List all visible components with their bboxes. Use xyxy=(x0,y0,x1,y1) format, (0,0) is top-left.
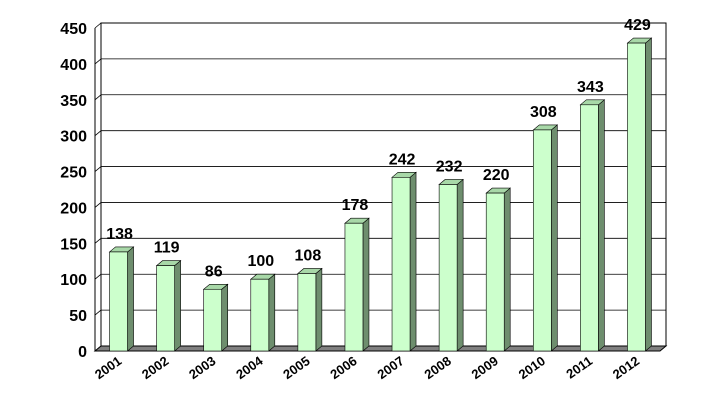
bar-side xyxy=(268,273,276,352)
y-tick-label: 400 xyxy=(60,57,87,74)
gridline-depth xyxy=(94,309,102,316)
bar-front xyxy=(627,42,646,352)
bar-front xyxy=(297,273,317,352)
x-tick-label: 2009 xyxy=(469,353,501,382)
y-tick-label: 0 xyxy=(78,344,87,361)
x-tick-label: 2010 xyxy=(516,353,548,382)
bar-side xyxy=(221,283,229,352)
bar-front xyxy=(580,104,599,352)
data-label: 242 xyxy=(389,151,416,168)
bars xyxy=(108,37,653,352)
bar-side xyxy=(550,124,558,352)
bar xyxy=(438,178,464,352)
gridlines xyxy=(93,22,668,352)
gridline-depth xyxy=(94,58,102,65)
y-tick-label: 200 xyxy=(60,200,87,217)
bar-side xyxy=(503,187,511,352)
data-label: 429 xyxy=(624,17,651,34)
bar-front xyxy=(203,288,223,352)
gridline-depth xyxy=(94,273,102,280)
data-labels: 138 119 86 100 108 178 242 232 220 308 343 429 xyxy=(106,17,651,280)
gridline-depth xyxy=(94,22,102,29)
gridline-depth xyxy=(94,130,102,136)
y-axis: 0 50 100 150 200 250 300 350 400 450 xyxy=(60,21,96,361)
gridline-depth xyxy=(94,202,102,208)
data-label: 86 xyxy=(205,263,223,280)
bar xyxy=(108,246,135,352)
data-label: 100 xyxy=(247,253,274,270)
y-tick-label: 350 xyxy=(60,93,87,110)
x-tick-label: 2005 xyxy=(280,353,312,382)
data-label: 119 xyxy=(154,240,180,257)
data-label: 178 xyxy=(342,197,369,214)
data-label: 220 xyxy=(483,167,510,184)
gridline-depth xyxy=(94,166,102,172)
bar xyxy=(626,37,653,352)
bar-side xyxy=(409,171,417,352)
x-tick-label: 2004 xyxy=(233,353,266,382)
bar-front xyxy=(438,184,458,352)
bar-front xyxy=(109,251,128,352)
y-tick-label: 300 xyxy=(60,129,87,146)
bar xyxy=(202,283,229,352)
bar xyxy=(155,259,182,352)
y-tick-label: 250 xyxy=(60,165,87,182)
x-tick-label: 2001 xyxy=(92,353,124,382)
data-label: 138 xyxy=(106,226,133,243)
data-label: 343 xyxy=(577,79,604,96)
bar-front xyxy=(485,192,505,352)
bar-side xyxy=(362,217,370,352)
bar-side xyxy=(127,246,134,352)
bar xyxy=(344,217,370,352)
bar xyxy=(391,171,417,352)
bar-side xyxy=(174,259,181,352)
y-tick-label: 100 xyxy=(60,272,87,289)
x-tick-label: 2003 xyxy=(186,353,218,382)
x-tick-label: 2002 xyxy=(139,353,171,382)
bar xyxy=(532,124,559,352)
bar xyxy=(297,267,323,352)
x-tick-label: 2006 xyxy=(327,353,359,382)
x-tick-label: 2012 xyxy=(610,353,642,382)
bar-front xyxy=(532,129,552,352)
bar xyxy=(579,99,606,352)
x-tick-label: 2007 xyxy=(374,353,406,382)
bar xyxy=(485,187,512,352)
bar-side xyxy=(456,178,464,352)
data-label: 108 xyxy=(295,247,322,264)
data-label: 232 xyxy=(436,158,463,175)
bar-side xyxy=(645,37,652,352)
bar-front xyxy=(344,222,364,352)
bar-front xyxy=(391,176,411,352)
bar-front xyxy=(250,278,270,352)
bar-front xyxy=(156,265,175,352)
y-tick-label: 150 xyxy=(60,236,87,253)
y-tick-label: 50 xyxy=(69,308,87,325)
chart-floor xyxy=(93,345,668,352)
bar xyxy=(249,273,276,352)
gridline-depth xyxy=(94,94,102,101)
bar-side xyxy=(598,99,605,352)
x-tick-label: 2011 xyxy=(563,353,595,381)
y-tick-label: 450 xyxy=(60,21,87,38)
x-tick-label: 2008 xyxy=(422,353,454,382)
bar-side xyxy=(315,267,323,352)
x-axis-labels: 2001 2002 2003 2004 2005 2006 2007 2008 2009 2010… xyxy=(92,353,642,382)
gridline-depth xyxy=(94,238,102,244)
data-label: 308 xyxy=(530,104,557,121)
